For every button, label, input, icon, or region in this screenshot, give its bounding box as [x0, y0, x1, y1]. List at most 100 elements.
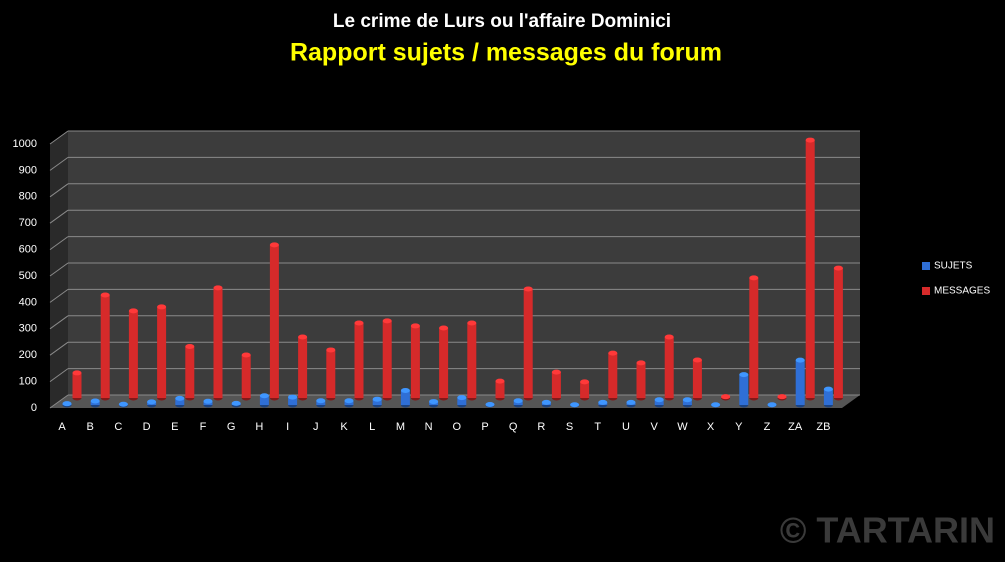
y-tick-label: 0 — [31, 402, 37, 414]
bar — [524, 289, 533, 398]
bar-cap — [598, 400, 607, 405]
bar — [411, 326, 420, 398]
bar-cap — [270, 242, 279, 247]
bar — [496, 381, 505, 398]
bar-cap — [429, 399, 438, 404]
bar-cap — [721, 394, 730, 399]
bar-cap — [524, 286, 533, 291]
bar-cap — [514, 398, 523, 403]
bar-cap — [185, 344, 194, 349]
x-tick-label: M — [396, 421, 405, 433]
bar — [806, 140, 815, 398]
bar-cap — [260, 393, 269, 398]
y-tick-label: 800 — [19, 191, 37, 203]
bar-cap — [739, 372, 748, 377]
bar-cap — [232, 401, 241, 406]
bar-cap — [101, 293, 110, 298]
x-tick-label: C — [114, 421, 122, 433]
bar-cap — [570, 402, 579, 407]
y-tick-label: 600 — [19, 244, 37, 256]
bar — [637, 363, 646, 398]
bar-cap — [806, 138, 815, 143]
bar-cap — [345, 398, 354, 403]
bar — [298, 337, 307, 398]
bar-cap — [834, 266, 843, 271]
legend-label: SUJETS — [934, 261, 973, 272]
x-tick-label: E — [171, 421, 178, 433]
floor — [50, 395, 860, 408]
bar-cap — [63, 401, 72, 406]
bar-cap — [288, 395, 297, 400]
legend-label: MESSAGES — [934, 286, 990, 297]
bar — [157, 307, 166, 398]
x-tick-label: W — [677, 421, 688, 433]
bar — [185, 347, 194, 398]
bar-cap — [824, 387, 833, 392]
bar-cap — [665, 335, 674, 340]
x-tick-label: G — [227, 421, 236, 433]
x-tick-label: J — [313, 421, 319, 433]
y-tick-label: 1000 — [13, 138, 37, 150]
bar-cap — [608, 351, 617, 356]
bar — [270, 245, 279, 398]
x-tick-label: V — [651, 421, 659, 433]
bar-cap — [411, 323, 420, 328]
x-tick-label: Q — [509, 421, 518, 433]
x-tick-label: L — [369, 421, 375, 433]
bar-cap — [496, 379, 505, 384]
bar-cap — [486, 402, 495, 407]
y-tick-label: 700 — [19, 217, 37, 229]
x-tick-label: T — [594, 421, 601, 433]
bar-cap — [627, 400, 636, 405]
bar — [439, 328, 448, 398]
bar-cap — [73, 370, 82, 375]
bar — [749, 278, 758, 398]
bar-cap — [637, 360, 646, 365]
bar-cap — [355, 321, 364, 326]
bar-cap — [383, 318, 392, 323]
bar-cap — [326, 347, 335, 352]
bar — [129, 311, 138, 398]
x-tick-label: ZB — [816, 421, 830, 433]
y-tick-label: 900 — [19, 164, 37, 176]
bar-cap — [467, 321, 476, 326]
y-tick-label: 500 — [19, 270, 37, 282]
bar-cap — [175, 396, 184, 401]
bar-cap — [439, 326, 448, 331]
x-tick-label: ZA — [788, 421, 803, 433]
bar-cap — [373, 397, 382, 402]
bar — [355, 323, 364, 398]
bar-cap — [683, 397, 692, 402]
x-tick-label: S — [566, 421, 573, 433]
bar-cap — [749, 275, 758, 280]
y-tick-label: 200 — [19, 349, 37, 361]
x-tick-label: F — [200, 421, 207, 433]
bar-cap — [157, 304, 166, 309]
bar — [101, 295, 110, 398]
x-tick-label: A — [58, 421, 66, 433]
x-tick-label: D — [143, 421, 151, 433]
x-tick-label: Y — [735, 421, 743, 433]
y-tick-label: 300 — [19, 323, 37, 335]
bar-cap — [693, 357, 702, 362]
legend-marker — [922, 262, 930, 270]
y-tick-label: 400 — [19, 296, 37, 308]
bar-cap — [91, 399, 100, 404]
x-tick-label: K — [340, 421, 348, 433]
bar — [665, 337, 674, 398]
chart-subtitle: Rapport sujets / messages du forum — [290, 39, 722, 67]
bar-cap — [655, 397, 664, 402]
x-tick-label: B — [87, 421, 94, 433]
bar-cap — [298, 335, 307, 340]
bar-cap — [401, 388, 410, 393]
bar-cap — [214, 285, 223, 290]
bar — [796, 360, 805, 405]
bar-cap — [768, 402, 777, 407]
watermark: © TARTARIN — [780, 510, 995, 551]
bar-cap — [552, 370, 561, 375]
bar-cap — [204, 399, 213, 404]
x-tick-label: H — [255, 421, 263, 433]
x-tick-label: I — [286, 421, 289, 433]
bar — [608, 353, 617, 398]
